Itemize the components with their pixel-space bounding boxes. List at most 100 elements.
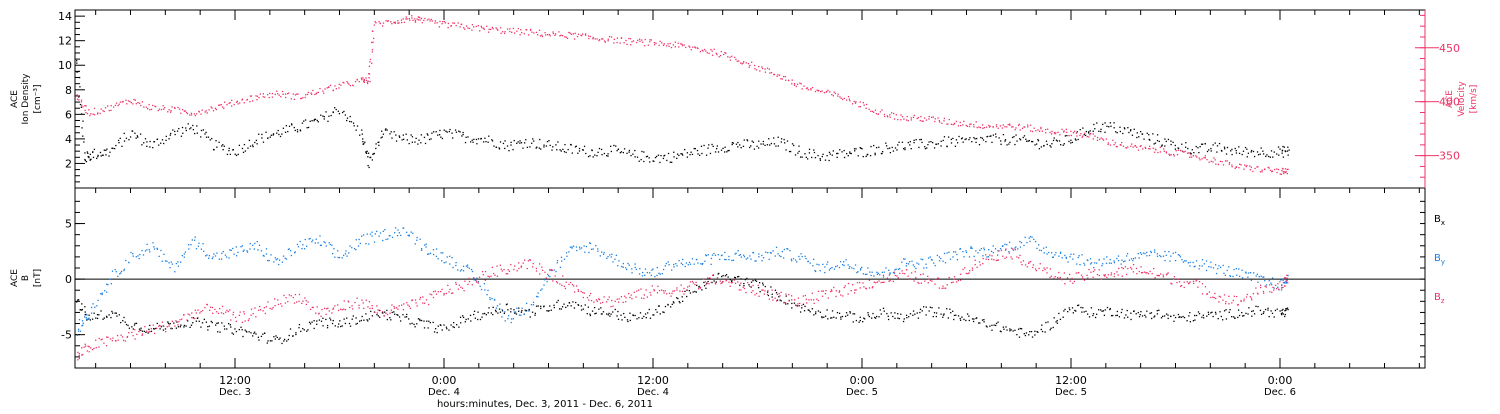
data-point [491,266,494,269]
series-by [76,227,1289,336]
data-point [220,312,223,314]
data-point [912,264,914,266]
data-point [867,153,869,156]
data-point [1285,277,1287,279]
data-point [1058,312,1060,315]
data-point [1208,161,1210,163]
data-point [1218,142,1221,145]
data-point [1281,152,1283,154]
data-point [962,250,964,253]
data-point [1201,259,1204,261]
data-point [153,248,156,250]
data-point [529,146,531,148]
data-point [385,20,387,22]
data-point [896,149,898,151]
data-point [1040,328,1042,331]
data-point [1092,130,1094,132]
data-point [1021,127,1024,130]
data-point [1141,133,1144,135]
data-point [318,319,321,321]
data-point [459,316,462,318]
data-point [1032,266,1034,269]
data-point [258,305,261,308]
data-point [483,28,485,30]
data-point [1045,140,1048,142]
data-point [1226,269,1228,272]
data-point [1193,314,1196,317]
data-point [328,115,330,117]
data-point [441,288,443,291]
data-point [81,347,83,349]
data-point [1199,159,1201,161]
data-point [1068,140,1070,143]
data-point [882,274,885,277]
data-point [736,276,739,278]
x-tick-date: Dec. 5 [1055,387,1087,398]
data-point [1218,265,1220,267]
data-point [1117,274,1119,276]
data-point [1122,267,1125,270]
data-point [244,320,246,322]
data-point [1214,142,1216,144]
data-point [105,345,108,347]
data-point [152,324,154,326]
data-point [868,108,870,111]
data-point [934,283,936,285]
data-point [1049,329,1051,331]
data-point [1146,255,1148,257]
data-point [1255,287,1257,289]
data-point [343,308,345,310]
data-point [549,35,551,37]
data-point [888,274,890,276]
data-point [1055,251,1057,254]
data-point [862,102,864,104]
data-point [407,234,409,237]
data-point [887,116,889,118]
data-point [218,258,221,260]
data-point [552,31,554,33]
data-point [1198,268,1200,270]
data-point [807,309,809,311]
data-point [836,152,838,155]
data-point [304,297,306,299]
data-point [668,264,670,266]
data-point [985,325,987,327]
data-point [1068,134,1070,137]
data-point [897,144,899,146]
data-point [354,301,356,304]
data-point [898,317,901,320]
data-point [1098,130,1100,132]
data-point [626,268,628,271]
data-point [1011,136,1014,139]
data-point [1269,169,1272,172]
data-point [163,325,165,327]
data-point [922,120,924,122]
data-point [586,296,589,299]
data-point [1251,315,1253,317]
data-point [504,140,506,142]
data-point [1028,139,1031,142]
data-point [689,292,692,294]
data-point [950,281,953,284]
data-point [894,274,896,277]
data-point [1038,148,1040,150]
data-point [702,262,704,265]
data-point [669,306,672,308]
data-point [195,113,198,115]
data-point [708,52,710,54]
data-point [819,311,822,313]
data-point [705,283,707,286]
data-point [1008,250,1010,253]
data-point [141,330,144,332]
data-point [1094,316,1097,319]
data-point [1268,280,1270,282]
data-point [1286,277,1288,279]
data-point [625,39,627,42]
data-point [619,152,622,154]
data-point [765,251,767,253]
data-point [814,270,817,273]
data-point [1210,312,1212,314]
data-point [649,272,651,274]
data-point [607,38,609,40]
data-point [673,302,675,304]
